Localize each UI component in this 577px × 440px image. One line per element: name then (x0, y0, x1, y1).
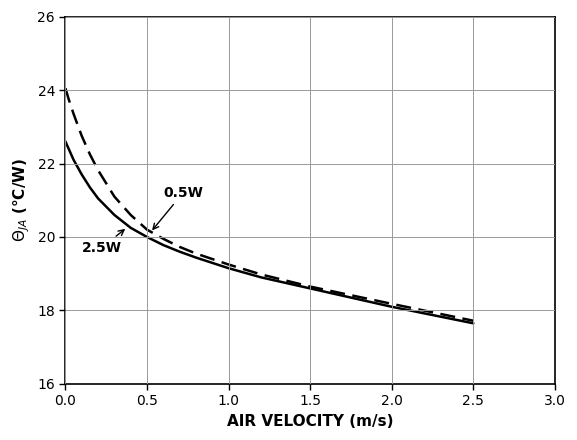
Text: 2.5W: 2.5W (82, 230, 124, 255)
Y-axis label: $\Theta_{JA}$ (°C/W): $\Theta_{JA}$ (°C/W) (11, 158, 32, 242)
Text: 0.5W: 0.5W (153, 186, 203, 229)
X-axis label: AIR VELOCITY (m/s): AIR VELOCITY (m/s) (227, 414, 394, 429)
